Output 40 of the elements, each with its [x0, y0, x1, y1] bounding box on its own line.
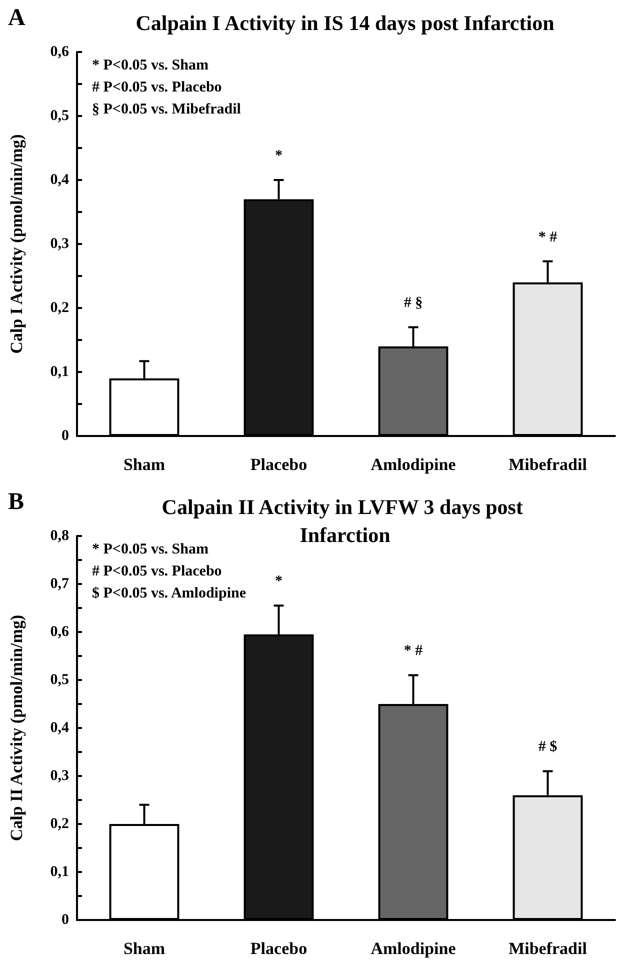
x-tick-label: Sham: [123, 939, 166, 958]
y-tick-label: 0,1: [50, 864, 69, 880]
y-tick-label: 0: [62, 912, 69, 928]
y-tick-label: 0,2: [50, 300, 69, 316]
y-tick-label: 0,8: [50, 528, 69, 544]
x-tick-label: Mibefradil: [508, 939, 588, 958]
annotation: # $: [538, 739, 558, 756]
text: A: [8, 5, 26, 31]
y-tick-label: 0,6: [50, 44, 70, 60]
y-axis-title: Calp II Activity (pmol/min/mg): [7, 614, 26, 842]
x-tick-label: Placebo: [250, 455, 308, 474]
annotation: # P<0.05 vs. Placebo: [92, 564, 222, 580]
y-tick-label: 0,4: [50, 172, 70, 188]
y-tick-label: 0,4: [50, 720, 70, 736]
x-tick-label: Amlodipine: [370, 455, 456, 474]
annotation: * #: [404, 643, 424, 660]
annotation: # P<0.05 vs. Placebo: [92, 80, 222, 96]
annotation: § P<0.05 vs. Mibefradil: [92, 102, 241, 118]
text: B: [8, 489, 24, 515]
y-tick-label: 0,1: [50, 364, 69, 380]
y-axis-title: Calp I Activity (pmol/min/mg): [7, 134, 26, 354]
annotation: * #: [538, 229, 558, 246]
annotation: # §: [404, 295, 423, 312]
y-tick-label: 0,5: [50, 108, 69, 124]
y-tick-label: 0,5: [50, 672, 69, 688]
y-tick-label: 0,6: [50, 624, 70, 640]
annotation: *: [275, 148, 282, 164]
y-tick-label: 0,3: [50, 236, 69, 252]
y-tick-label: 0,7: [50, 576, 70, 592]
x-tick-label: Placebo: [250, 939, 308, 958]
x-tick-label: Mibefradil: [508, 455, 588, 474]
annotation: * P<0.05 vs. Sham: [92, 58, 209, 74]
annotation: *: [275, 574, 282, 590]
x-tick-label: Amlodipine: [370, 939, 456, 958]
annotation: $ P<0.05 vs. Amlodipine: [92, 586, 246, 602]
chart-title: Calpain I Activity in IS 14 days post Infarction: [136, 11, 555, 35]
y-tick-label: 0,2: [50, 816, 69, 832]
y-tick-label: 0,3: [50, 768, 69, 784]
x-tick-label: Sham: [123, 455, 166, 474]
y-tick-label: 0: [62, 428, 69, 444]
